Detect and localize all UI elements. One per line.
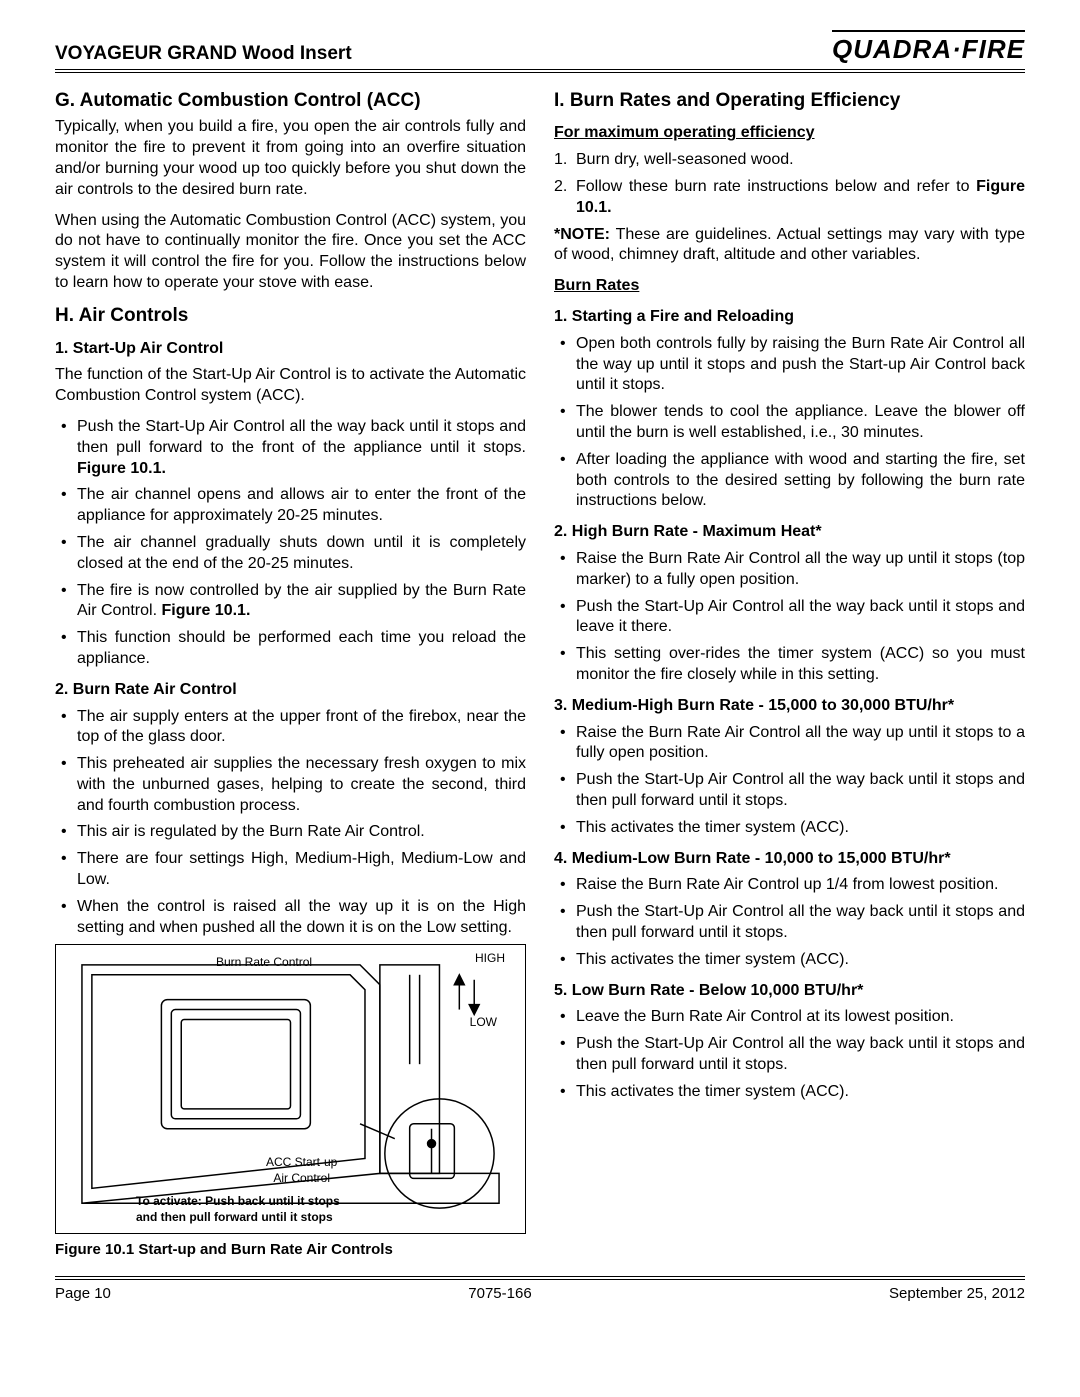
list-item: When the control is raised all the way u… <box>55 897 526 939</box>
list-item: This activates the timer system (ACC). <box>554 1082 1025 1103</box>
list-item: Push the Start-Up Air Control all the wa… <box>554 770 1025 812</box>
list-item: Push the Start-Up Air Control all the wa… <box>554 597 1025 639</box>
startup-head: 1. Start-Up Air Control <box>55 339 526 360</box>
footer-date: September 25, 2012 <box>889 1284 1025 1304</box>
list-item: This air is regulated by the Burn Rate A… <box>55 822 526 843</box>
product-title: VOYAGEUR GRAND Wood Insert <box>55 42 352 67</box>
list-item: This activates the timer system (ACC). <box>554 950 1025 971</box>
burn-rates-head: Burn Rates <box>554 276 1025 297</box>
header-bar: VOYAGEUR GRAND Wood Insert QUADRA·FIRE <box>55 30 1025 73</box>
list-item: The air channel opens and allows air to … <box>55 485 526 527</box>
figure-ref: Figure 10.1. <box>161 602 250 619</box>
rate3-bullets: Raise the Burn Rate Air Control all the … <box>554 723 1025 839</box>
section-g-title: G. Automatic Combustion Control (ACC) <box>55 89 526 114</box>
list-item: This activates the timer system (ACC). <box>554 818 1025 839</box>
fig-label-high: HIGH <box>475 951 505 967</box>
fig-label-acc: ACC Start-up Air Control <box>266 1155 337 1186</box>
section-g-p1: Typically, when you build a fire, you op… <box>55 117 526 200</box>
list-item: The air channel gradually shuts down unt… <box>55 533 526 575</box>
rate2-head: 2. High Burn Rate - Maximum Heat* <box>554 522 1025 543</box>
rate4-bullets: Raise the Burn Rate Air Control up 1/4 f… <box>554 875 1025 970</box>
rate4-head: 4. Medium-Low Burn Rate - 10,000 to 15,0… <box>554 849 1025 870</box>
rate1-bullets: Open both controls fully by raising the … <box>554 334 1025 512</box>
brand-logo: QUADRA·FIRE <box>832 30 1025 67</box>
rate2-bullets: Raise the Burn Rate Air Control all the … <box>554 549 1025 686</box>
list-item: After loading the appliance with wood an… <box>554 450 1025 512</box>
list-item: Raise the Burn Rate Air Control all the … <box>554 549 1025 591</box>
list-item: This preheated air supplies the necessar… <box>55 754 526 816</box>
figure-caption: Figure 10.1 Start-up and Burn Rate Air C… <box>55 1240 526 1260</box>
startup-intro: The function of the Start-Up Air Control… <box>55 365 526 407</box>
list-item: 2.Follow these burn rate instructions be… <box>554 177 1025 219</box>
fig-label-activate: To activate: Push back until it stops an… <box>136 1194 340 1225</box>
note-label: *NOTE: <box>554 226 610 243</box>
footer-page: Page 10 <box>55 1284 111 1304</box>
list-item: Open both controls fully by raising the … <box>554 334 1025 396</box>
left-column: G. Automatic Combustion Control (ACC) Ty… <box>55 83 526 1260</box>
note-text: These are guidelines. Actual settings ma… <box>554 226 1025 264</box>
list-item: The fire is now controlled by the air su… <box>55 581 526 623</box>
note-line: *NOTE: These are guidelines. Actual sett… <box>554 225 1025 267</box>
content-columns: G. Automatic Combustion Control (ACC) Ty… <box>55 83 1025 1260</box>
section-i-title: I. Burn Rates and Operating Efficiency <box>554 89 1025 114</box>
rate5-bullets: Leave the Burn Rate Air Control at its l… <box>554 1007 1025 1102</box>
figure-10-1: Burn Rate Control HIGH LOW ACC Start-up … <box>55 944 526 1234</box>
list-item: Raise the Burn Rate Air Control all the … <box>554 723 1025 765</box>
list-item: This setting over-rides the timer system… <box>554 644 1025 686</box>
footer-bar: Page 10 7075-166 September 25, 2012 <box>55 1276 1025 1304</box>
list-item: Push the Start-Up Air Control all the wa… <box>554 1034 1025 1076</box>
burnrate-head: 2. Burn Rate Air Control <box>55 680 526 701</box>
right-column: I. Burn Rates and Operating Efficiency F… <box>554 83 1025 1260</box>
footer-docnum: 7075-166 <box>468 1284 531 1304</box>
figure-svg <box>56 945 525 1233</box>
list-item: Raise the Burn Rate Air Control up 1/4 f… <box>554 875 1025 896</box>
text: The fire is now controlled by the air su… <box>77 582 526 620</box>
fig-label-low: LOW <box>470 1015 497 1031</box>
burnrate-bullets: The air supply enters at the upper front… <box>55 707 526 939</box>
list-item: 1.Burn dry, well-seasoned wood. <box>554 150 1025 171</box>
list-item: Leave the Burn Rate Air Control at its l… <box>554 1007 1025 1028</box>
text: Follow these burn rate instructions belo… <box>576 178 976 195</box>
section-g-p2: When using the Automatic Combustion Cont… <box>55 211 526 294</box>
section-h-title: H. Air Controls <box>55 304 526 329</box>
text: Push the Start-Up Air Control all the wa… <box>77 418 526 456</box>
list-item: There are four settings High, Medium-Hig… <box>55 849 526 891</box>
list-item: Push the Start-Up Air Control all the wa… <box>554 902 1025 944</box>
efficiency-head: For maximum operating efficiency <box>554 123 1025 144</box>
rate1-head: 1. Starting a Fire and Reloading <box>554 307 1025 328</box>
fig-label-burnrate: Burn Rate Control <box>216 955 312 971</box>
rate3-head: 3. Medium-High Burn Rate - 15,000 to 30,… <box>554 696 1025 717</box>
text: Burn dry, well-seasoned wood. <box>576 151 794 168</box>
startup-bullets: Push the Start-Up Air Control all the wa… <box>55 417 526 670</box>
list-item: Push the Start-Up Air Control all the wa… <box>55 417 526 479</box>
list-item: The air supply enters at the upper front… <box>55 707 526 749</box>
rate5-head: 5. Low Burn Rate - Below 10,000 BTU/hr* <box>554 981 1025 1002</box>
list-item: The blower tends to cool the appliance. … <box>554 402 1025 444</box>
figure-ref: Figure 10.1. <box>77 460 166 477</box>
efficiency-list: 1.Burn dry, well-seasoned wood. 2.Follow… <box>554 150 1025 218</box>
list-item: This function should be performed each t… <box>55 628 526 670</box>
